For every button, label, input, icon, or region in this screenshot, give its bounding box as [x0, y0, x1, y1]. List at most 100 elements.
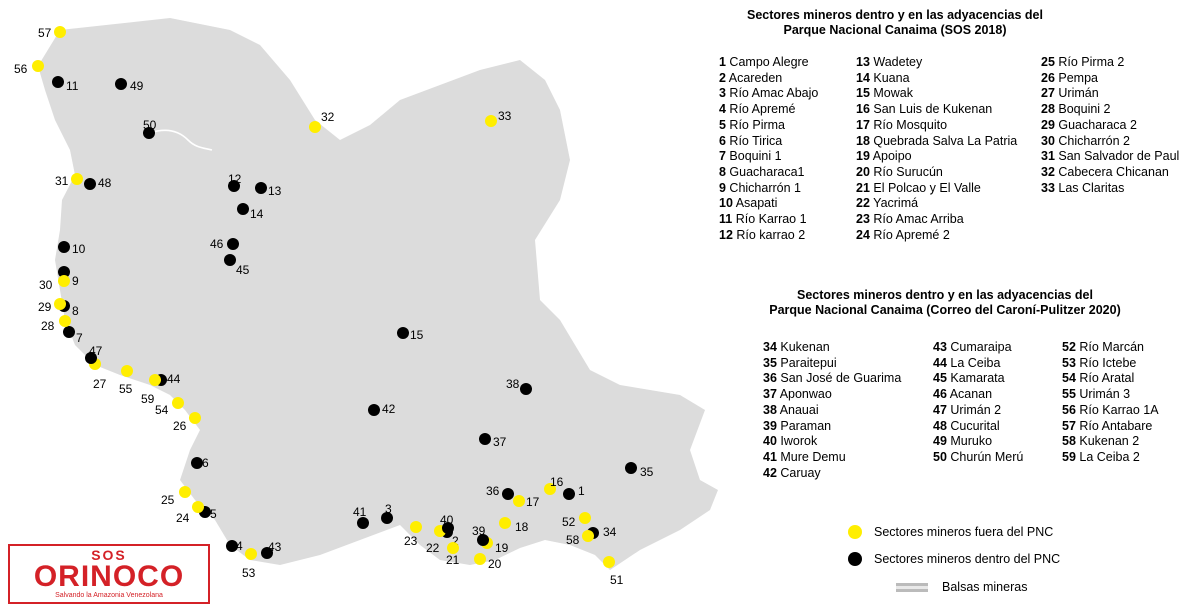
sector-name: Río Ictebe [1075, 355, 1137, 370]
sector-number: 41 [763, 449, 777, 464]
sector-list-2020-col3: 52 Río Marcán 53 Río Ictebe 54 Río Aratal 5… [1062, 340, 1159, 466]
sector-name: Boquini 2 [1054, 102, 1111, 117]
marker-label: 46 [210, 237, 224, 251]
sector-item: 24 Río Apremé 2 [856, 228, 1017, 244]
marker-label: 4 [236, 539, 243, 553]
sector-name: Aponwao [776, 387, 832, 402]
sector-item: 39 Paraman [763, 419, 901, 435]
marker-label: 23 [404, 534, 418, 548]
sector-item: 53 Río Ictebe [1062, 356, 1159, 372]
sector-item: 55 Urimán 3 [1062, 387, 1159, 403]
sector-name: La Ceiba [946, 355, 1001, 370]
sector-number: 40 [763, 434, 777, 449]
sector-name: Iworok [776, 434, 818, 449]
mining-sector-outside-marker [192, 501, 204, 513]
sector-name: Wadetey [869, 55, 923, 69]
mining-sector-inside-marker [397, 327, 409, 339]
marker-label: 26 [173, 419, 187, 433]
sector-name: Chicharrón 2 [1054, 133, 1130, 148]
sector-item: 41 Mure Demu [763, 450, 901, 466]
sector-item: 18 Quebrada Salva La Patria [856, 134, 1017, 150]
sector-name: Boquini 1 [725, 149, 782, 164]
marker-label: 56 [14, 62, 28, 76]
mining-sector-outside-marker [54, 26, 66, 38]
sector-name: Río Tirica [725, 133, 783, 148]
mining-sector-inside-marker [442, 522, 454, 534]
marker-label: 59 [141, 392, 155, 406]
sector-number: 57 [1062, 418, 1076, 433]
marker-label: 14 [250, 207, 264, 221]
marker-label: 34 [603, 525, 617, 539]
sector-item: 10 Asapati [719, 196, 818, 212]
sector-name: Río Mosquito [869, 117, 948, 132]
sector-name: Río karrao 2 [732, 227, 806, 242]
sector-item: 23 Río Amac Arriba [856, 212, 1017, 228]
sector-name: Río Marcán [1075, 340, 1144, 354]
sector-number: 42 [763, 465, 777, 480]
sector-number: 2 [719, 70, 726, 85]
mining-sector-inside-marker [255, 182, 267, 194]
black-dot-icon [848, 552, 862, 566]
mining-sector-outside-marker [172, 397, 184, 409]
marker-label: 25 [161, 493, 175, 507]
sector-item: 37 Aponwao [763, 387, 901, 403]
sector-number: 13 [856, 55, 870, 69]
mining-sector-inside-marker [224, 254, 236, 266]
sector-item: 4 Río Apremé [719, 102, 818, 118]
sector-name: Río Aratal [1075, 371, 1135, 386]
mining-sector-inside-marker [368, 404, 380, 416]
title-sos-2018: Sectores mineros dentro y en las adyacen… [700, 8, 1090, 38]
marker-label: 45 [236, 263, 250, 277]
sector-item: 31 San Salvador de Paul [1041, 149, 1179, 165]
sector-number: 10 [719, 196, 733, 211]
mining-sector-inside-marker [237, 203, 249, 215]
sector-number: 27 [1041, 86, 1055, 101]
marker-label: 5 [210, 507, 217, 521]
sector-number: 9 [719, 180, 726, 195]
sector-item: 48 Cucurital [933, 419, 1023, 435]
sector-name: Kuana [869, 70, 910, 85]
marker-label: 21 [446, 553, 460, 567]
sector-name: Guacharaca1 [725, 164, 805, 179]
sector-name: Urimán [1054, 86, 1099, 101]
sector-item: 38 Anauai [763, 403, 901, 419]
sector-item: 44 La Ceiba [933, 356, 1023, 372]
sector-number: 35 [763, 355, 777, 370]
sector-item: 34 Kukenan [763, 340, 901, 356]
sector-number: 28 [1041, 102, 1055, 117]
mining-sector-outside-marker [582, 530, 594, 542]
marker-label: 15 [410, 328, 424, 342]
sector-number: 11 [719, 212, 733, 227]
sector-number: 7 [719, 149, 726, 164]
mining-sector-inside-marker [477, 534, 489, 546]
marker-label: 43 [268, 540, 282, 554]
marker-label: 9 [72, 274, 79, 288]
sector-item: 2 Acareden [719, 71, 818, 87]
marker-label: 40 [440, 513, 454, 527]
mining-sector-inside-marker [228, 180, 240, 192]
marker-label: 53 [242, 566, 256, 580]
sector-number: 36 [763, 371, 777, 386]
sector-list-2018-col2: 13 Wadetey 14 Kuana 15 Mowak 16 San Luis de… [856, 55, 1017, 243]
sector-number: 34 [763, 340, 777, 354]
sector-number: 18 [856, 133, 870, 148]
marker-label: 54 [155, 403, 169, 417]
sector-name: Chicharrón 1 [725, 180, 801, 195]
sector-name: Churún Merú [946, 449, 1024, 464]
marker-label: 32 [321, 110, 335, 124]
mining-sector-inside-marker [191, 457, 203, 469]
sector-number: 6 [719, 133, 726, 148]
sector-number: 53 [1062, 355, 1076, 370]
mining-sector-inside-marker [520, 383, 532, 395]
sector-name: Acanan [946, 387, 993, 402]
sector-number: 46 [933, 387, 947, 402]
sector-number: 15 [856, 86, 870, 101]
mining-sector-outside-marker [474, 553, 486, 565]
parque-nacional-canaima-area [38, 18, 718, 570]
marker-label: 2 [452, 534, 459, 548]
sector-name: Apoipo [869, 149, 912, 164]
mining-sector-outside-marker [149, 374, 161, 386]
sector-item: 46 Acanan [933, 387, 1023, 403]
mining-sector-inside-marker [52, 76, 64, 88]
title-correo-2020: Sectores mineros dentro y en las adyacen… [700, 288, 1190, 318]
